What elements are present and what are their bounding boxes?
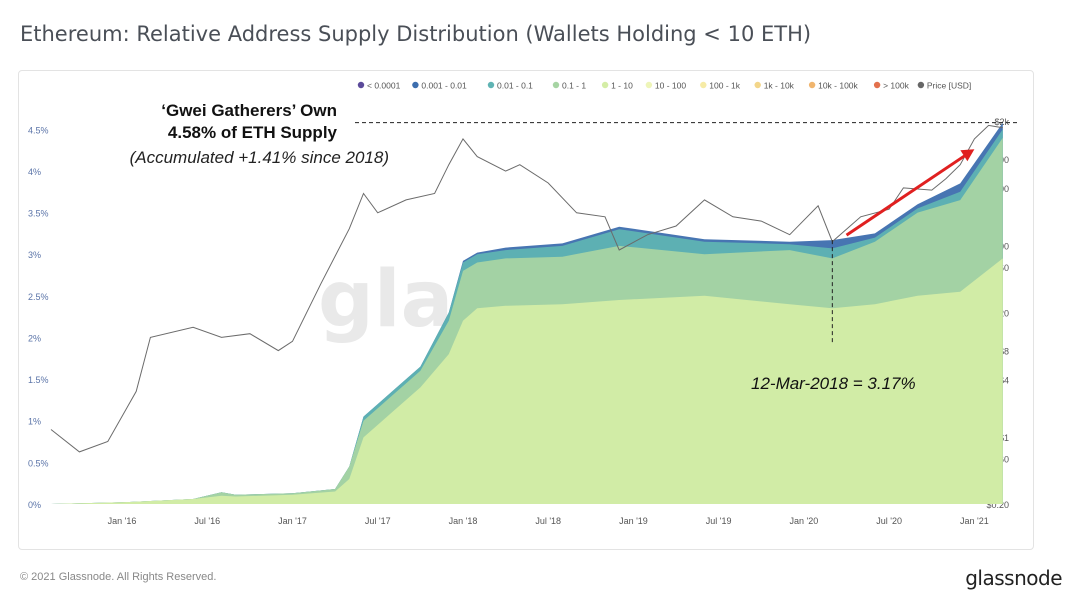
- legend-swatch: [412, 81, 419, 89]
- legend-item[interactable]: 0.01 - 0.1: [487, 81, 533, 91]
- glassnode-logo[interactable]: glassnode: [965, 566, 1062, 590]
- legend-label: 100 - 1k: [709, 81, 740, 91]
- legend-swatch: [873, 81, 881, 89]
- headline-line-3: (Accumulated +1.41% since 2018): [130, 148, 389, 167]
- legend-item[interactable]: Price [USD]: [917, 81, 972, 91]
- legend-label: 0.1 - 1: [562, 81, 586, 91]
- legend-label: 10 - 100: [655, 81, 686, 91]
- legend-swatch: [357, 81, 365, 89]
- legend-swatch: [754, 81, 761, 89]
- y-tick-label: 3.5%: [28, 209, 49, 219]
- legend-swatch: [808, 81, 816, 89]
- legend-item[interactable]: 100 - 1k: [700, 81, 741, 91]
- legend-item[interactable]: 0.001 - 0.01: [412, 81, 467, 91]
- price-tick-label: $4: [999, 375, 1009, 385]
- legend-item[interactable]: 10k - 100k: [808, 81, 859, 91]
- y-tick-label: 2.5%: [28, 292, 49, 302]
- legend-swatch: [917, 81, 925, 89]
- headline-line-2: 4.58% of ETH Supply: [168, 123, 338, 142]
- y-tick-label: 4%: [28, 167, 41, 177]
- x-tick-label: Jul '19: [706, 516, 732, 526]
- legend-item[interactable]: 0.1 - 1: [552, 81, 587, 91]
- legend-swatch: [552, 81, 560, 89]
- legend-label: < 0.0001: [367, 81, 401, 91]
- trend-arrow-shaft: [845, 152, 970, 237]
- price-tick-label: $1: [999, 433, 1009, 443]
- y-tick-label: 0.5%: [28, 458, 49, 468]
- x-tick-label: Jan '20: [790, 516, 819, 526]
- x-tick-label: Jan '16: [108, 516, 137, 526]
- chart-panel: glassnode0%0.5%1%1.5%2%2.5%3%3.5%4%4.5%$…: [18, 70, 1034, 550]
- x-tick-label: Jul '20: [876, 516, 902, 526]
- trend-arrow-head: [960, 149, 975, 162]
- legend-item[interactable]: 1k - 10k: [754, 81, 795, 91]
- legend-item[interactable]: < 0.0001: [357, 81, 401, 91]
- price-tick-label: $2k: [994, 117, 1009, 127]
- legend-swatch: [487, 81, 495, 89]
- x-tick-label: Jan '17: [278, 516, 307, 526]
- y-tick-label: 0%: [28, 500, 41, 510]
- y-tick-label: 3%: [28, 250, 41, 260]
- x-tick-label: Jan '18: [449, 516, 478, 526]
- price-tick-label: $8: [999, 347, 1009, 357]
- y-tick-label: 1%: [28, 417, 41, 427]
- legend-swatch: [601, 81, 609, 89]
- price-tick-label: $0.20: [986, 500, 1009, 510]
- copyright-text: © 2021 Glassnode. All Rights Reserved.: [20, 571, 217, 583]
- legend-label: Price [USD]: [927, 81, 971, 91]
- legend-item[interactable]: > 100k: [873, 81, 910, 91]
- area-series-1-10: [51, 258, 1003, 504]
- legend-swatch: [645, 81, 653, 89]
- y-tick-label: 4.5%: [28, 125, 49, 135]
- legend-item[interactable]: 10 - 100: [645, 81, 687, 91]
- legend-label: 0.01 - 0.1: [497, 81, 533, 91]
- marker-label: 12-Mar-2018 = 3.17%: [751, 374, 916, 393]
- x-tick-label: Jul '16: [194, 516, 220, 526]
- y-tick-label: 2%: [28, 333, 41, 343]
- x-tick-label: Jan '19: [619, 516, 648, 526]
- page-title: Ethereum: Relative Address Supply Distri…: [20, 22, 812, 46]
- supply-distribution-chart: glassnode0%0.5%1%1.5%2%2.5%3%3.5%4%4.5%$…: [28, 81, 1017, 526]
- x-tick-label: Jan '21: [960, 516, 989, 526]
- legend-label: > 100k: [883, 81, 910, 91]
- legend-label: 1 - 10: [611, 81, 633, 91]
- x-tick-label: Jul '17: [365, 516, 391, 526]
- x-tick-label: Jul '18: [535, 516, 561, 526]
- legend-swatch: [700, 81, 707, 89]
- legend-label: 0.001 - 0.01: [421, 81, 467, 91]
- legend-label: 1k - 10k: [764, 81, 795, 91]
- legend-label: 10k - 100k: [818, 81, 858, 91]
- headline-line-1: ‘Gwei Gatherers’ Own: [161, 101, 337, 120]
- y-tick-label: 1.5%: [28, 375, 49, 385]
- legend-item[interactable]: 1 - 10: [601, 81, 633, 91]
